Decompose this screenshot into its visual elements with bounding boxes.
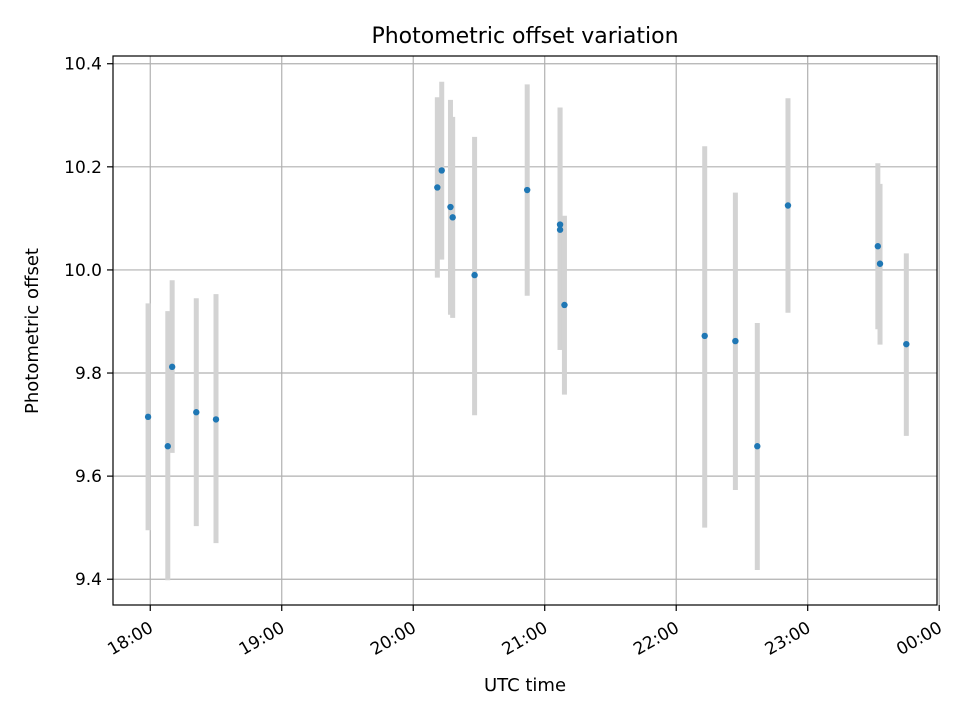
y-tick-label: 9.4: [75, 570, 102, 590]
y-tick-label: 9.8: [75, 364, 102, 384]
x-tick-label: 19:00: [236, 618, 288, 660]
x-tick-label: 23:00: [762, 618, 814, 660]
x-tick-label: 20:00: [367, 618, 419, 660]
x-tick-label: 18:00: [104, 618, 156, 660]
x-tick-label: 00:00: [893, 618, 945, 660]
error-bars: [145, 81, 909, 581]
chart-title: Photometric offset variation: [371, 24, 678, 49]
data-point: [784, 202, 792, 209]
data-point: [523, 186, 531, 194]
data-point: [874, 243, 882, 250]
data-point: [701, 332, 708, 340]
data-point: [449, 214, 456, 221]
data-point: [144, 413, 152, 421]
data-point: [754, 443, 761, 450]
data-point: [447, 203, 454, 211]
data-point: [732, 337, 739, 345]
data-point: [438, 167, 445, 174]
data-point: [164, 443, 171, 450]
data-point: [556, 221, 564, 228]
y-axis-title: Photometric offset: [22, 248, 43, 414]
data-point: [561, 301, 568, 309]
data-point: [876, 260, 884, 267]
data-points: [144, 167, 910, 450]
y-tick-label: 9.6: [75, 467, 102, 487]
x-axis-title: UTC time: [484, 675, 566, 696]
x-axis-ticks: 18:00 19:00 20:00 21:00 22:00 23:00 00:00: [104, 605, 946, 660]
plot-area-frame: [112, 55, 938, 606]
y-tick-label: 10.4: [64, 55, 102, 75]
y-tick-label: 10.2: [64, 158, 102, 178]
data-point: [212, 416, 220, 423]
data-point: [471, 271, 478, 279]
x-tick-label: 21:00: [499, 618, 551, 660]
x-tick-label: 22:00: [630, 618, 682, 660]
y-axis-ticks: 9.4 9.6 9.8 10.0 10.2 10.4: [64, 55, 113, 590]
y-tick-label: 10.0: [64, 261, 102, 281]
data-point: [168, 363, 176, 371]
grid: [113, 56, 940, 605]
data-point: [903, 340, 910, 348]
data-point: [556, 226, 564, 233]
data-point: [434, 184, 441, 191]
data-point: [193, 409, 200, 416]
